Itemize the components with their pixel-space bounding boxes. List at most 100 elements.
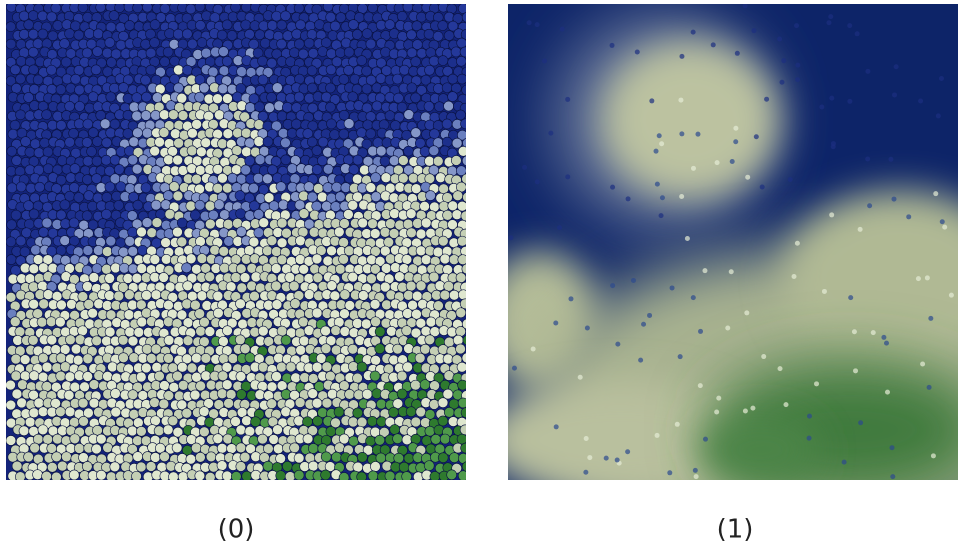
particle: [136, 426, 147, 437]
particle: [275, 453, 286, 464]
particle: [329, 290, 341, 302]
particle: [126, 174, 138, 185]
particle: [218, 336, 229, 347]
density-spot: [625, 196, 631, 202]
particle: [122, 74, 134, 86]
density-spot: [750, 405, 756, 411]
particle: [115, 181, 127, 192]
particle: [200, 353, 212, 364]
particle: [100, 154, 112, 166]
density-spot: [918, 98, 924, 104]
particle: [356, 416, 368, 428]
particle: [141, 343, 153, 355]
particle: [280, 154, 292, 166]
particle: [437, 55, 449, 66]
particle: [307, 388, 319, 399]
particle: [7, 91, 19, 103]
particle: [61, 451, 72, 463]
particle: [307, 82, 318, 94]
particle: [389, 424, 401, 435]
density-spot: [841, 459, 847, 465]
particle: [151, 362, 163, 373]
particle: [199, 316, 210, 328]
particle: [335, 12, 347, 23]
particle: [455, 272, 466, 284]
density-spot: [935, 113, 941, 119]
particle: [311, 397, 323, 409]
particle: [441, 136, 453, 148]
particle: [200, 137, 212, 148]
density-spot: [728, 269, 734, 275]
particle: [396, 388, 408, 400]
particle: [401, 471, 412, 480]
particle: [105, 91, 117, 103]
particle: [248, 182, 259, 194]
particle: [6, 236, 17, 248]
particle: [136, 263, 148, 274]
density-spot: [530, 346, 536, 352]
particle: [307, 443, 319, 454]
particle: [447, 73, 459, 85]
particle: [41, 109, 52, 120]
particle: [457, 254, 466, 265]
particle: [329, 20, 341, 32]
particle: [15, 73, 26, 85]
particle: [267, 164, 278, 176]
particle: [64, 100, 75, 112]
particle: [105, 235, 117, 247]
density-spot: [733, 125, 739, 131]
density-spot: [702, 268, 708, 274]
density-spot: [609, 42, 615, 48]
particle: [57, 460, 68, 472]
density-spot: [884, 340, 890, 346]
particle: [272, 82, 283, 94]
particle: [104, 326, 116, 338]
particle: [303, 181, 315, 192]
density-spot: [742, 408, 748, 414]
particle: [196, 37, 208, 48]
density-spot: [667, 470, 673, 476]
particle: [370, 355, 381, 366]
density-spot: [584, 325, 590, 331]
particle: [320, 469, 331, 480]
particle: [149, 19, 161, 30]
particle: [127, 226, 138, 238]
particle: [291, 28, 302, 40]
particle: [158, 398, 170, 410]
particle: [457, 453, 466, 464]
particle: [204, 271, 216, 283]
particle: [145, 64, 157, 76]
particle: [222, 128, 234, 140]
particle: [389, 208, 400, 219]
density-spot: [829, 95, 835, 101]
particle: [239, 111, 250, 123]
density-spot: [534, 22, 540, 28]
particle: [124, 145, 135, 157]
particle: [293, 91, 305, 103]
particle: [160, 237, 171, 248]
particle: [352, 173, 363, 185]
particle: [380, 172, 392, 183]
density-spot: [658, 213, 664, 219]
density-region: [600, 40, 780, 200]
particle: [108, 10, 120, 21]
particle: [104, 37, 116, 48]
density-spot: [892, 92, 898, 98]
particle: [113, 200, 125, 211]
particle: [127, 210, 138, 221]
particle: [443, 100, 454, 112]
particle: [131, 92, 143, 103]
particle: [415, 280, 427, 292]
particle: [253, 208, 264, 220]
particle: [6, 21, 16, 32]
particle: [304, 92, 315, 104]
particle: [122, 273, 134, 284]
density-spot: [867, 203, 873, 209]
particle: [23, 92, 34, 103]
particle: [330, 325, 342, 336]
particle: [361, 388, 373, 400]
particle: [236, 226, 247, 237]
particle: [46, 334, 58, 346]
particle: [154, 370, 165, 382]
